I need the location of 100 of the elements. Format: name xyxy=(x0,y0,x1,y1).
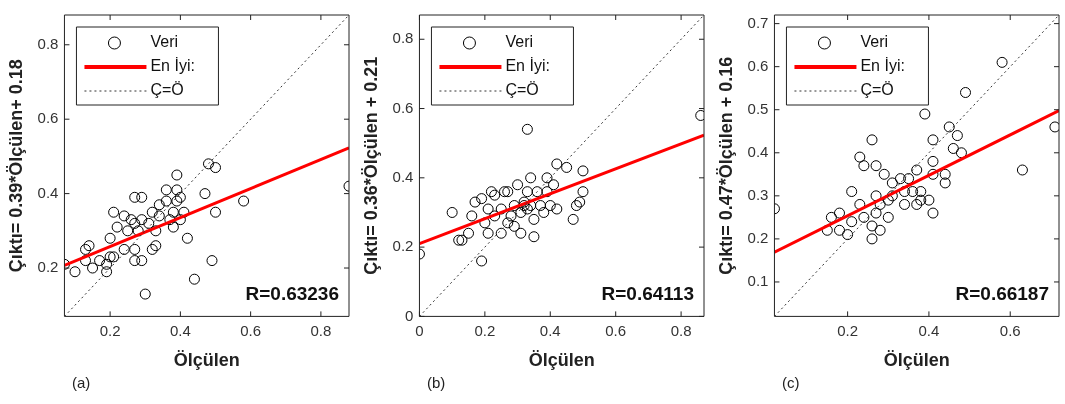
point xyxy=(574,196,586,208)
point xyxy=(825,211,837,223)
point xyxy=(939,177,951,189)
y-tick-label: 0 xyxy=(405,306,414,324)
point xyxy=(939,168,951,180)
point xyxy=(118,210,130,222)
point xyxy=(821,224,833,236)
point xyxy=(955,147,967,159)
point xyxy=(167,221,179,233)
point xyxy=(174,214,186,226)
point xyxy=(960,87,972,98)
x-tick-label: 0.6 xyxy=(605,321,627,339)
legend-label: Veri xyxy=(505,33,534,51)
point xyxy=(919,108,931,120)
point xyxy=(842,229,854,241)
y-tick-label: 0.8 xyxy=(392,29,414,47)
text: (b) xyxy=(427,374,446,391)
point xyxy=(541,186,553,198)
y-tick-label: 0.8 xyxy=(37,34,59,52)
y-tick-label: 0.4 xyxy=(37,183,59,201)
x-tick-label: 0.4 xyxy=(539,321,561,339)
point xyxy=(108,251,120,263)
x-tick-label: 0.4 xyxy=(169,321,191,339)
point xyxy=(469,196,481,208)
y-tick-label: 0.2 xyxy=(37,258,59,276)
point xyxy=(548,179,560,191)
point xyxy=(101,266,113,278)
point xyxy=(479,217,491,229)
point xyxy=(489,189,501,201)
point xyxy=(846,186,858,198)
point xyxy=(577,186,589,198)
point xyxy=(996,56,1008,68)
point xyxy=(476,255,488,267)
x-tick-label: 0.8 xyxy=(670,321,692,339)
y-tick-label: 0.2 xyxy=(747,229,769,247)
point xyxy=(108,206,120,218)
point xyxy=(101,258,113,270)
point xyxy=(886,177,898,189)
point xyxy=(512,179,524,191)
point xyxy=(136,214,148,226)
point xyxy=(502,186,514,198)
point xyxy=(69,266,81,278)
point xyxy=(171,195,183,207)
x-axis-title: Ölçülen xyxy=(883,350,950,371)
point xyxy=(181,232,193,244)
point xyxy=(943,121,955,133)
legend-label: En İyi: xyxy=(505,56,550,75)
point xyxy=(150,240,162,252)
x-axis-title: Ölçülen xyxy=(528,350,595,371)
point xyxy=(915,186,927,198)
annotation: R=0.64113 xyxy=(601,283,694,305)
x-tick-label: 0.4 xyxy=(918,321,940,339)
point xyxy=(508,200,520,212)
point xyxy=(858,160,870,172)
point xyxy=(561,161,573,173)
point xyxy=(482,203,494,215)
point xyxy=(146,206,158,218)
x-tick-label: 0.6 xyxy=(999,321,1021,339)
point xyxy=(505,210,517,222)
point xyxy=(854,151,866,163)
point xyxy=(870,160,882,172)
point xyxy=(878,168,890,180)
point xyxy=(538,206,550,218)
point xyxy=(927,134,939,146)
point xyxy=(199,188,211,200)
point xyxy=(515,227,527,239)
point xyxy=(866,134,878,146)
point xyxy=(188,273,200,285)
point xyxy=(485,186,497,198)
point xyxy=(136,255,148,267)
point xyxy=(210,162,222,174)
point xyxy=(951,130,963,142)
point xyxy=(160,195,172,207)
point xyxy=(528,231,540,243)
point xyxy=(489,210,501,222)
text: (a) xyxy=(72,374,91,391)
legend-label: En İyi: xyxy=(860,56,905,75)
point xyxy=(870,190,882,202)
y-axis-title: Çıktı= 0.36*Ölçülen + 0.21 xyxy=(360,56,381,275)
point xyxy=(122,225,134,237)
point xyxy=(104,232,116,244)
point xyxy=(139,288,151,300)
point xyxy=(136,191,148,203)
point xyxy=(544,200,556,212)
point xyxy=(129,217,141,229)
point xyxy=(160,184,172,196)
point xyxy=(899,198,911,210)
y-tick-label: 0.2 xyxy=(392,237,414,255)
x-axis-title: Ölçülen xyxy=(173,350,240,371)
point xyxy=(206,255,218,267)
annotation: R=0.63236 xyxy=(245,283,339,305)
y-tick-label: 0.3 xyxy=(747,185,769,203)
point xyxy=(907,186,919,198)
y-tick-label: 0.5 xyxy=(747,99,769,117)
point xyxy=(570,200,582,212)
x-tick-label: 0.8 xyxy=(310,321,332,339)
point xyxy=(567,213,579,225)
point xyxy=(498,186,510,198)
point xyxy=(515,206,527,218)
point xyxy=(528,213,540,225)
